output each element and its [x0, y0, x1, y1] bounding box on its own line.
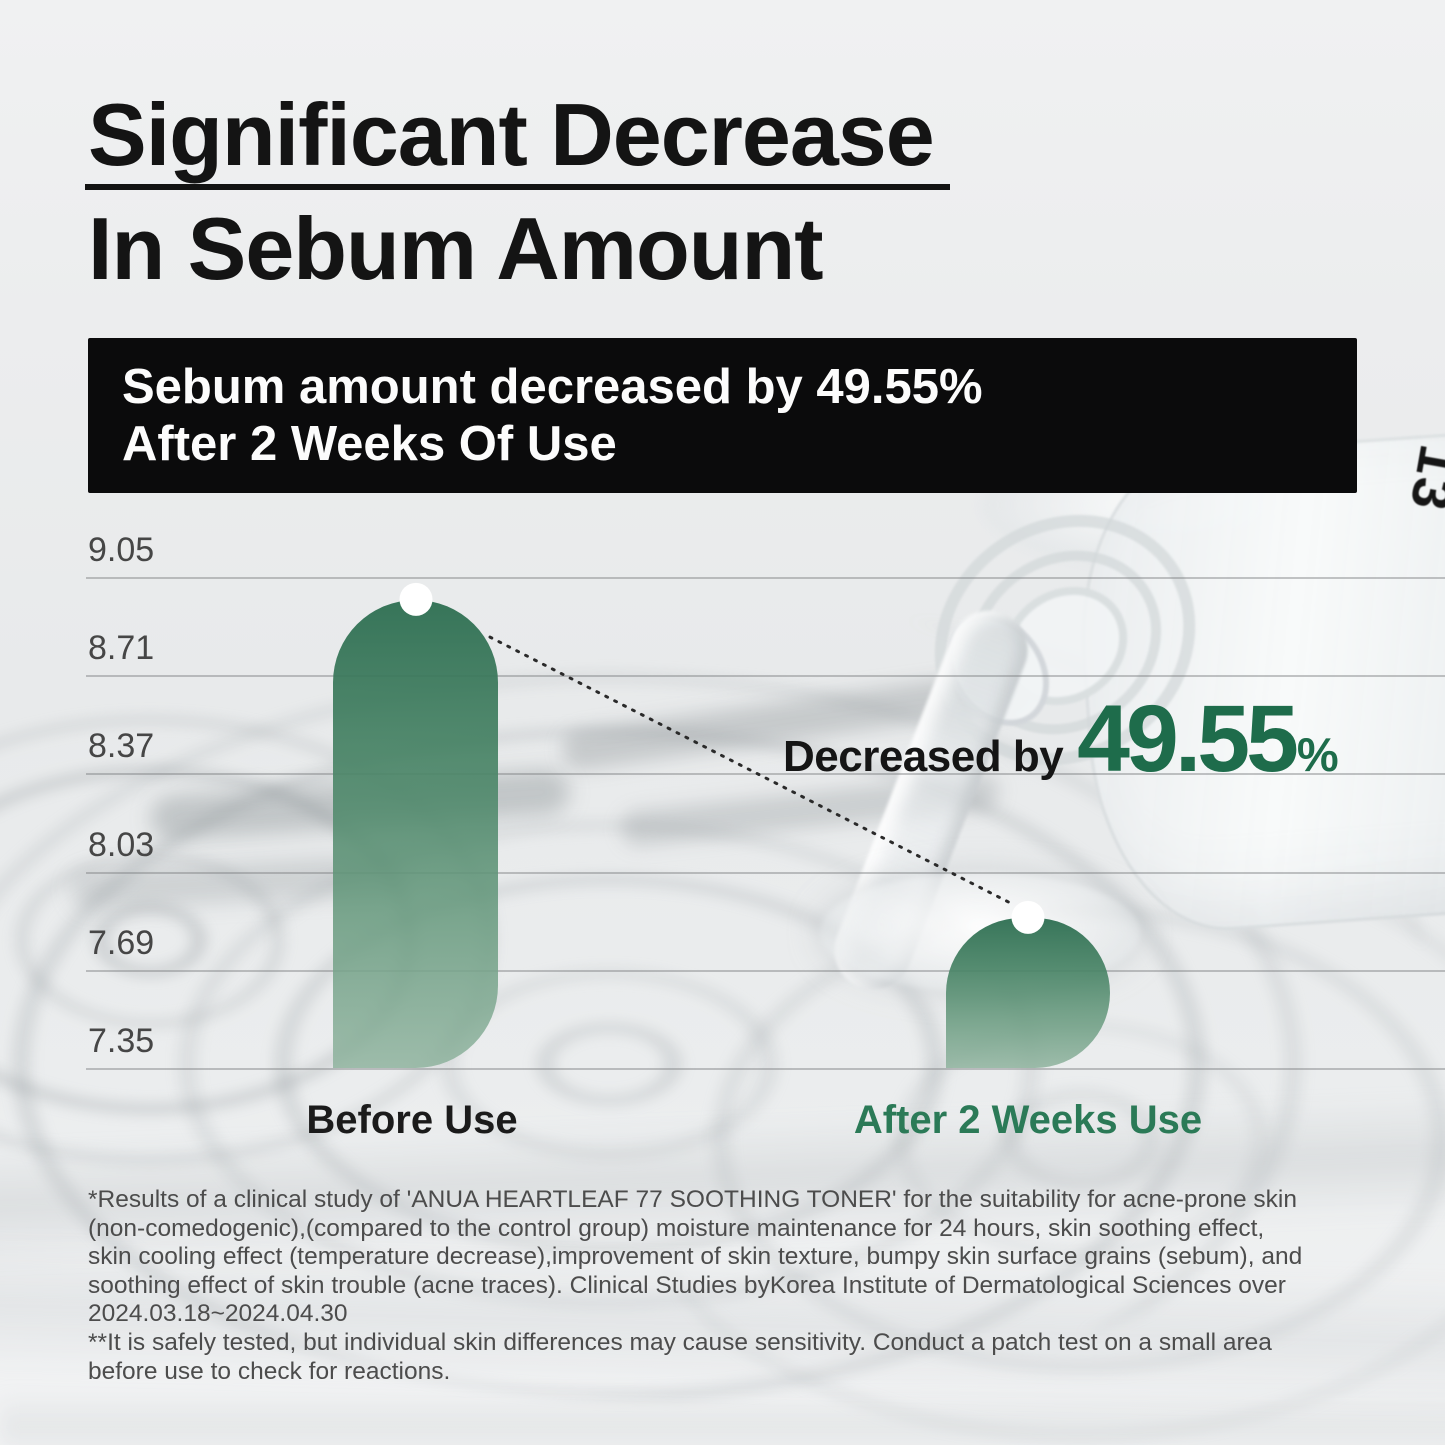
callout-value: 49.55: [1077, 686, 1299, 792]
category-label-before-use: Before Use: [306, 1098, 518, 1142]
y-tick-label: 8.03: [88, 825, 155, 864]
footnote: *Results of a clinical study of 'ANUA HE…: [88, 1186, 1418, 1386]
footnote-line: **It is safely tested, but individual sk…: [88, 1328, 1272, 1356]
page-title-line1: Significant Decrease: [85, 90, 950, 190]
gridline: [86, 675, 1445, 678]
water-silk-band: [0, 1392, 1445, 1445]
y-tick-label: 8.71: [88, 629, 155, 668]
category-label-after-2-weeks-use: After 2 Weeks Use: [853, 1098, 1203, 1142]
y-tick-label: 7.35: [88, 1022, 155, 1060]
gridline: [86, 969, 1445, 972]
footnote-line: soothing effect of skin trouble (acne tr…: [88, 1271, 1286, 1299]
gridline: [86, 577, 1445, 579]
data-point-before: [399, 582, 432, 616]
footnote-line: *Results of a clinical study of 'ANUA HE…: [88, 1186, 1297, 1213]
gridline: [86, 871, 1445, 874]
banner-line2: After 2 Weeks Of Use: [122, 417, 617, 471]
gridline: [86, 1068, 1445, 1070]
headline-banner: Sebum amount decreased by 49.55% After 2…: [88, 338, 1357, 493]
data-point-after: [1011, 900, 1045, 934]
footnote-line: (non-comedogenic),(compared to the contr…: [88, 1214, 1265, 1242]
callout-percent-sign: %: [1296, 728, 1339, 781]
footnote-line: 2024.03.18~2024.04.30: [88, 1300, 348, 1328]
callout-prefix: Decreased by: [783, 732, 1064, 781]
bar-after-use: [946, 900, 1110, 1068]
y-tick-label: 7.69: [88, 923, 155, 962]
page-title: Significant Decrease In Sebum Amount: [85, 90, 950, 294]
banner-line1: Sebum amount decreased by 49.55%: [122, 360, 983, 414]
footnote-line: skin cooling effect (temperature decreas…: [88, 1243, 1303, 1271]
footnote-line: before use to check for reactions.: [88, 1357, 451, 1385]
y-tick-label: 9.05: [88, 531, 155, 569]
bar-before-use: [333, 582, 498, 1068]
decrease-callout: Decreased by 49.55 %: [783, 692, 1339, 787]
page-title-line2: In Sebum Amount: [88, 199, 824, 298]
y-tick-label: 8.37: [88, 727, 155, 766]
